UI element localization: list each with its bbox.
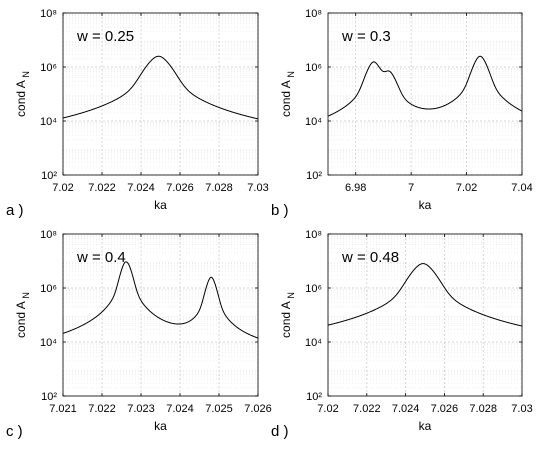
plot-frame bbox=[62, 233, 259, 397]
w-annotation: w = 0.48 bbox=[341, 249, 399, 266]
y-axis-label-subscript: N bbox=[21, 71, 31, 78]
y-axis-label-main: cond A bbox=[14, 299, 28, 338]
y-tick-label: 10⁶ bbox=[40, 283, 57, 295]
y-tick-label: 10² bbox=[306, 391, 322, 403]
x-tick-label: 7.024 bbox=[166, 403, 194, 415]
y-tick-label: 10⁶ bbox=[305, 62, 322, 74]
y-tick-label: 10⁸ bbox=[305, 229, 322, 241]
x-tick-label: 7.028 bbox=[469, 403, 497, 415]
y-axis-label: cond A N bbox=[279, 71, 296, 117]
x-tick-label: 7.04 bbox=[511, 182, 532, 194]
x-tick-label: 7.02 bbox=[52, 182, 73, 194]
y-axis-label: cond A N bbox=[279, 292, 296, 338]
y-tick-label: 10⁴ bbox=[305, 337, 322, 349]
y-axis-label-main: cond A bbox=[14, 78, 28, 117]
y-tick-label: 10² bbox=[41, 170, 57, 182]
y-tick-label: 10² bbox=[41, 391, 57, 403]
w-annotation: w = 0.4 bbox=[76, 249, 126, 266]
y-tick-label: 10⁴ bbox=[40, 116, 57, 128]
y-axis-label-subscript: N bbox=[21, 292, 31, 299]
panel-3: 7.021 7.022 7.023 7.024 7.025 7.026 10² 10⁴ 10⁶ 1… bbox=[6, 229, 272, 440]
y-tick-label: 10⁴ bbox=[305, 116, 322, 128]
plot-frame bbox=[62, 12, 259, 176]
x-tick-label: 7.022 bbox=[353, 403, 381, 415]
panel-1: 7.02 7.022 7.024 7.026 7.028 7.03 10² 10⁴ 10⁶ 10⁸… bbox=[6, 8, 269, 219]
x-axis-label: ka bbox=[154, 419, 167, 433]
cond-series-line bbox=[327, 55, 523, 117]
x-axis-label: ka bbox=[154, 198, 167, 212]
cond-series-line bbox=[327, 263, 523, 327]
plot-frame bbox=[327, 12, 523, 176]
panel-tag: b ) bbox=[271, 202, 289, 219]
plot-frame bbox=[327, 233, 523, 397]
x-tick-label: 7.03 bbox=[247, 182, 268, 194]
y-axis-label: cond A N bbox=[14, 292, 31, 338]
x-axis-label: ka bbox=[419, 419, 432, 433]
y-tick-label: 10⁶ bbox=[305, 283, 322, 295]
x-tick-label: 7.026 bbox=[244, 403, 272, 415]
panel-tag: c ) bbox=[6, 423, 23, 440]
y-axis-label-main: cond A bbox=[279, 299, 293, 338]
y-tick-label: 10⁸ bbox=[40, 8, 57, 20]
x-tick-label: 7.025 bbox=[205, 403, 233, 415]
x-tick-label: 7.026 bbox=[166, 182, 194, 194]
cond-series-line bbox=[62, 261, 259, 339]
panel-tag: d ) bbox=[271, 423, 289, 440]
x-tick-label: 7.022 bbox=[88, 182, 116, 194]
y-axis-label-main: cond A bbox=[279, 78, 293, 117]
y-tick-label: 10⁸ bbox=[40, 229, 57, 241]
panel-4: 7.02 7.022 7.024 7.026 7.028 7.03 10² 10⁴ 10⁶ 10⁸… bbox=[271, 229, 533, 440]
panel-tag: a ) bbox=[6, 202, 24, 219]
y-tick-label: 10⁸ bbox=[305, 8, 322, 20]
y-axis-label: cond A N bbox=[14, 71, 31, 117]
x-tick-label: 7 bbox=[408, 182, 414, 194]
x-tick-label: 7.02 bbox=[456, 182, 477, 194]
cond-series-line bbox=[62, 55, 259, 120]
x-tick-label: 7.03 bbox=[511, 403, 532, 415]
x-tick-label: 7.022 bbox=[88, 403, 116, 415]
x-tick-label: 7.021 bbox=[49, 403, 77, 415]
w-annotation: w = 0.25 bbox=[76, 28, 134, 45]
x-tick-label: 7.026 bbox=[431, 403, 459, 415]
y-axis-label-subscript: N bbox=[286, 71, 296, 78]
y-tick-label: 10⁴ bbox=[40, 337, 57, 349]
y-tick-label: 10⁶ bbox=[40, 62, 57, 74]
x-tick-label: 7.02 bbox=[317, 403, 338, 415]
x-axis-label: ka bbox=[419, 198, 432, 212]
y-tick-label: 10² bbox=[306, 170, 322, 182]
x-tick-label: 7.024 bbox=[392, 403, 420, 415]
x-tick-label: 7.024 bbox=[127, 182, 155, 194]
w-annotation: w = 0.3 bbox=[341, 28, 391, 45]
x-tick-label: 7.023 bbox=[127, 403, 155, 415]
x-tick-label: 6.98 bbox=[345, 182, 366, 194]
y-axis-label-subscript: N bbox=[286, 292, 296, 299]
x-tick-label: 7.028 bbox=[205, 182, 233, 194]
